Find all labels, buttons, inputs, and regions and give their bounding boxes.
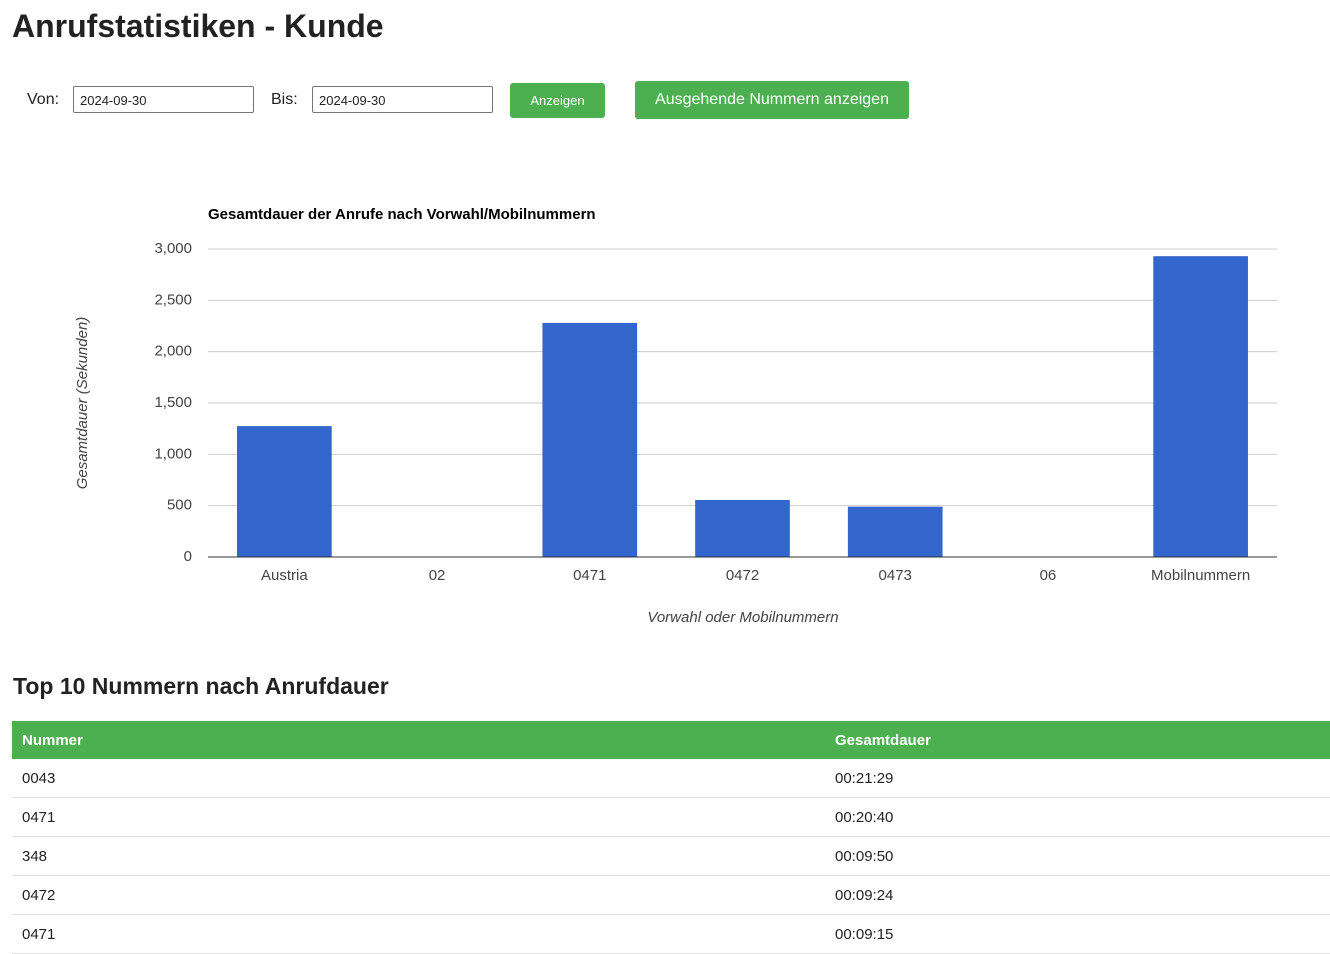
- bar: [542, 322, 638, 557]
- table-cell: 00:20:40: [825, 797, 1330, 837]
- table-cell: 0043: [12, 759, 825, 798]
- from-label: Von:: [27, 91, 60, 108]
- table-cell: 00:21:29: [825, 759, 1330, 798]
- y-tick-label: 2,500: [154, 291, 192, 308]
- page-title: Anrufstatistiken - Kunde: [12, 8, 384, 44]
- to-label: Bis:: [271, 91, 298, 108]
- y-tick-label: 2,000: [154, 343, 192, 360]
- x-tick-label: 06: [1040, 567, 1057, 584]
- table-cell: 00:09:24: [825, 875, 1330, 915]
- table-cell: 0471: [12, 914, 825, 954]
- from-input[interactable]: 2024-09-30: [73, 86, 254, 113]
- x-tick-label: 0473: [879, 567, 912, 584]
- x-tick-label: 02: [429, 567, 446, 584]
- table-cell: 00:09:50: [825, 836, 1330, 876]
- bar: [847, 506, 943, 557]
- to-input[interactable]: 2024-09-30: [312, 86, 493, 113]
- table-row: 0471 00:20:40: [12, 797, 1330, 837]
- y-tick-label: 0: [184, 548, 192, 565]
- table-cell: 348: [12, 836, 825, 876]
- column-header: Gesamtdauer: [825, 721, 1330, 759]
- outgoing-button[interactable]: Ausgehende Nummern anzeigen: [635, 81, 909, 119]
- x-tick-label: Mobilnummern: [1151, 567, 1250, 584]
- top-table: Nummer Gesamtdauer 0043 00:21:29 0471 00:20:4…: [12, 721, 1330, 954]
- bar: [695, 500, 790, 557]
- table-cell: 0471: [12, 797, 825, 837]
- chart-title: Gesamtdauer der Anrufe nach Vorwahl/Mobi…: [208, 206, 596, 223]
- table-cell: 00:09:15: [825, 914, 1330, 954]
- table-title: Top 10 Nummern nach Anrufdauer: [13, 673, 389, 699]
- y-tick-label: 1,500: [154, 394, 192, 411]
- table-row: 0471 00:09:15: [12, 914, 1330, 954]
- y-tick-label: 3,000: [154, 240, 192, 257]
- y-tick-label: 500: [167, 497, 192, 514]
- column-header: Nummer: [12, 721, 825, 759]
- table-row: 348 00:09:50: [12, 836, 1330, 876]
- chart: Gesamtdauer der Anrufe nach Vorwahl/Mobi…: [74, 206, 1277, 626]
- x-tick-label: Austria: [261, 567, 308, 584]
- x-axis-label: Vorwahl oder Mobilnummern: [647, 609, 838, 626]
- y-tick-label: 1,000: [154, 445, 192, 462]
- submit-button[interactable]: Anzeigen: [510, 83, 605, 118]
- table-row: 0472 00:09:24: [12, 875, 1330, 915]
- bar: [1153, 256, 1248, 557]
- table-row: 0043 00:21:29: [12, 759, 1330, 798]
- x-tick-label: 0472: [726, 567, 759, 584]
- x-tick-label: 0471: [573, 567, 606, 584]
- table-cell: 0472: [12, 875, 825, 915]
- bar: [237, 426, 332, 557]
- y-axis-label: Gesamtdauer (Sekunden): [74, 317, 91, 490]
